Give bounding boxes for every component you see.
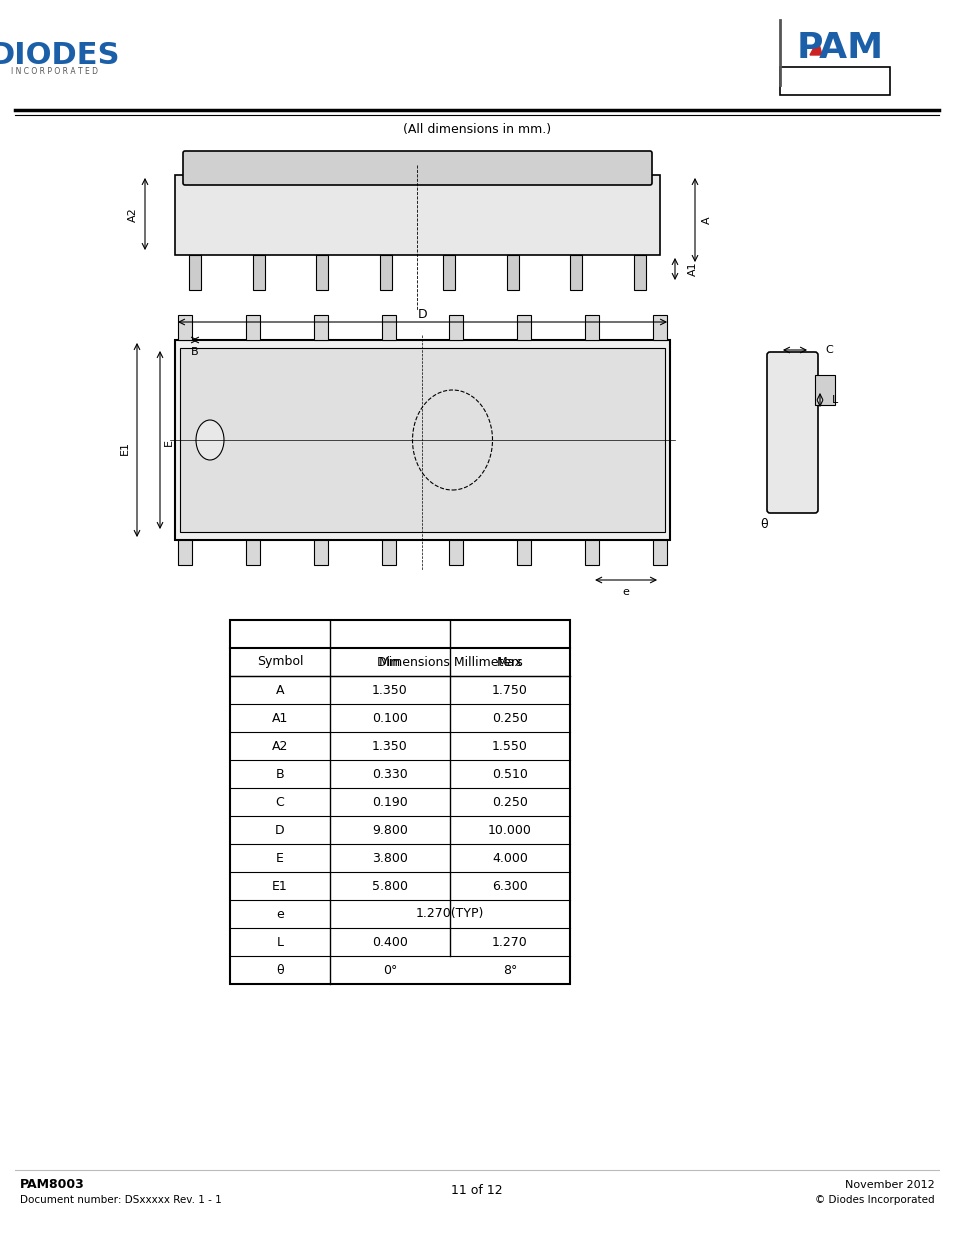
Text: 8°: 8° <box>502 963 517 977</box>
Text: 9.800: 9.800 <box>372 824 408 836</box>
Text: A1: A1 <box>272 711 288 725</box>
Bar <box>443 254 455 290</box>
Text: Symbol: Symbol <box>256 656 303 668</box>
Bar <box>178 315 192 340</box>
Text: E1: E1 <box>272 879 288 893</box>
FancyBboxPatch shape <box>766 352 817 513</box>
Text: 1.750: 1.750 <box>492 683 527 697</box>
Text: E: E <box>164 440 173 447</box>
Bar <box>315 254 328 290</box>
Text: A2: A2 <box>272 740 288 752</box>
Text: C: C <box>824 345 832 354</box>
Text: 1.550: 1.550 <box>492 740 527 752</box>
Bar <box>652 315 666 340</box>
Text: E1: E1 <box>120 441 130 454</box>
Text: Document number: DSxxxxx Rev. 1 - 1: Document number: DSxxxxx Rev. 1 - 1 <box>20 1195 221 1205</box>
Text: 1.350: 1.350 <box>372 740 408 752</box>
Text: 0.250: 0.250 <box>492 795 527 809</box>
Text: C: C <box>275 795 284 809</box>
Bar <box>584 315 598 340</box>
Text: DIODES: DIODES <box>0 41 120 69</box>
Text: 0.250: 0.250 <box>492 711 527 725</box>
Text: © Diodes Incorporated: © Diodes Incorporated <box>815 1195 934 1205</box>
Text: A1: A1 <box>687 262 698 277</box>
Text: PAM: PAM <box>796 31 882 65</box>
Bar <box>449 540 463 564</box>
Text: Min: Min <box>378 656 400 668</box>
Text: θ: θ <box>276 963 283 977</box>
Bar <box>634 254 645 290</box>
Text: D: D <box>417 308 427 321</box>
Bar <box>506 254 518 290</box>
Bar <box>314 315 328 340</box>
Bar <box>180 348 664 532</box>
Bar <box>381 540 395 564</box>
Text: A: A <box>701 216 711 224</box>
Bar <box>246 315 259 340</box>
Bar <box>246 540 259 564</box>
Bar <box>253 254 264 290</box>
Text: 1.270(TYP): 1.270(TYP) <box>416 908 484 920</box>
Text: θ: θ <box>760 519 767 531</box>
Text: A2: A2 <box>128 207 138 222</box>
Bar <box>189 254 201 290</box>
Text: 11 of 12: 11 of 12 <box>451 1183 502 1197</box>
Bar <box>517 540 531 564</box>
Text: e: e <box>622 587 629 597</box>
Polygon shape <box>809 40 821 56</box>
Text: 1.270: 1.270 <box>492 935 527 948</box>
Bar <box>230 620 569 984</box>
Bar <box>517 315 531 340</box>
Bar <box>314 540 328 564</box>
Text: L: L <box>831 395 838 405</box>
Text: I N C O R P O R A T E D: I N C O R P O R A T E D <box>11 68 98 77</box>
Text: 10.000: 10.000 <box>488 824 532 836</box>
Text: B: B <box>191 347 198 357</box>
Bar <box>814 375 834 405</box>
Text: 1.350: 1.350 <box>372 683 408 697</box>
Text: 3.800: 3.800 <box>372 851 408 864</box>
Text: 0.400: 0.400 <box>372 935 408 948</box>
Text: Dimensions Millimeters: Dimensions Millimeters <box>376 656 522 668</box>
Text: e: e <box>275 908 284 920</box>
Bar <box>584 540 598 564</box>
Text: 4.000: 4.000 <box>492 851 527 864</box>
Text: 5.800: 5.800 <box>372 879 408 893</box>
Text: 0.510: 0.510 <box>492 767 527 781</box>
Text: November 2012: November 2012 <box>844 1179 934 1191</box>
Bar <box>174 340 669 540</box>
Ellipse shape <box>195 420 224 459</box>
Text: D: D <box>274 824 285 836</box>
Text: 0.100: 0.100 <box>372 711 408 725</box>
Bar <box>174 175 659 254</box>
Bar <box>379 254 392 290</box>
Text: 0°: 0° <box>382 963 396 977</box>
Text: Max: Max <box>497 656 522 668</box>
Text: (All dimensions in mm.): (All dimensions in mm.) <box>402 124 551 137</box>
Bar <box>449 315 463 340</box>
Bar <box>652 540 666 564</box>
Text: 6.300: 6.300 <box>492 879 527 893</box>
Bar <box>178 540 192 564</box>
Text: A: A <box>275 683 284 697</box>
Text: L: L <box>276 935 283 948</box>
Bar <box>780 67 889 95</box>
Text: E: E <box>275 851 284 864</box>
Bar <box>570 254 582 290</box>
Text: B: B <box>275 767 284 781</box>
Text: 0.190: 0.190 <box>372 795 408 809</box>
Text: PAM8003: PAM8003 <box>20 1178 85 1192</box>
Text: 0.330: 0.330 <box>372 767 408 781</box>
FancyBboxPatch shape <box>183 151 651 185</box>
Bar <box>381 315 395 340</box>
